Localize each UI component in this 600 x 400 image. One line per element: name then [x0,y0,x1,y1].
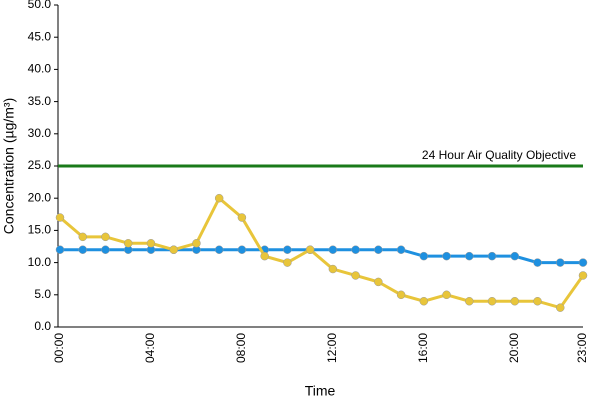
y-tick-label: 15.0 [28,223,52,237]
data-point [374,277,383,287]
data-point [237,245,247,254]
data-point [465,296,474,306]
data-point [214,193,224,203]
data-point [328,264,338,274]
data-point [283,258,292,267]
x-tick-label: 04:00 [143,333,157,363]
y-tick-label: 45.0 [28,29,52,43]
data-point [101,245,110,254]
data-point [419,296,429,306]
x-tick-label: 20:00 [507,333,521,363]
y-tick-label: 35.0 [28,94,52,108]
data-point [442,251,451,261]
data-point [351,271,360,280]
data-point [328,245,338,254]
y-tick-label: 20.0 [28,190,52,204]
data-point [123,239,133,248]
data-point [556,303,565,312]
data-point [101,232,110,242]
data-point [214,245,224,254]
y-tick-label: 0.0 [34,319,51,333]
x-tick-label: 00:00 [52,333,66,363]
x-tick-label: 23:00 [575,333,589,363]
y-tick-label: 10.0 [28,255,52,269]
data-point [260,251,269,261]
data-point [351,245,360,254]
data-point [396,245,406,254]
data-point [55,213,65,222]
y-tick-label: 5.0 [34,287,51,301]
x-tick-label: 12:00 [325,333,339,363]
y-axis-label: Concentration (µg/m³) [1,98,17,234]
series-line [59,195,585,310]
data-point [465,251,474,261]
data-point [533,296,542,306]
reference-label: 24 Hour Air Quality Objective [422,148,576,162]
data-point [396,290,406,300]
y-tick-label: 30.0 [28,126,52,140]
data-point [283,245,292,254]
x-tick-label: 16:00 [416,333,430,363]
data-point [78,232,87,242]
data-point [419,251,429,261]
x-axis-label: Time [305,383,336,399]
data-point [55,245,65,254]
data-point [192,239,201,248]
data-point [510,296,520,306]
y-tick-label: 40.0 [28,62,52,76]
data-point [578,258,588,267]
data-point [374,245,383,254]
data-point [146,239,156,248]
data-point [305,245,315,254]
data-point [556,258,565,267]
x-tick-label: 08:00 [234,333,248,363]
data-point [510,251,520,261]
y-tick-label: 50.0 [28,0,52,11]
data-point [237,213,247,222]
y-tick-label: 25.0 [28,158,52,172]
data-point [442,290,451,300]
data-point [78,245,87,254]
data-point [578,271,588,280]
data-point [487,296,497,306]
data-point [487,251,497,261]
data-point [533,258,542,267]
data-point [169,245,178,254]
